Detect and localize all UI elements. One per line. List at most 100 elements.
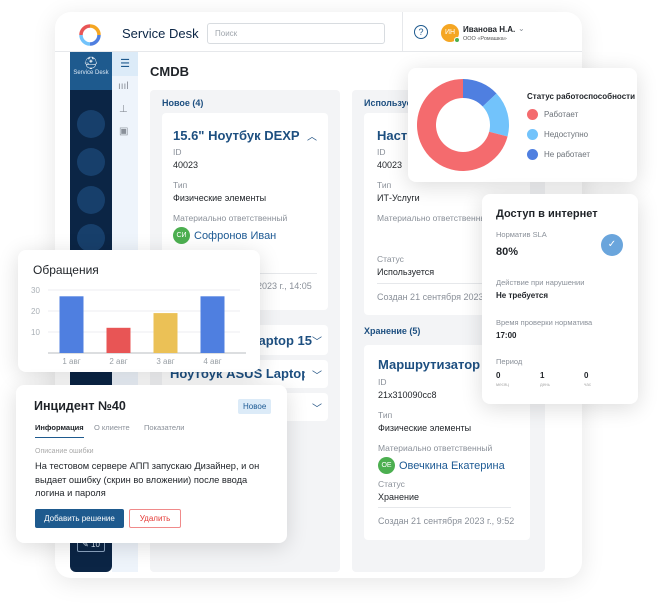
help-icon[interactable]: ? (414, 25, 428, 39)
sla-card: Доступ в интернет Норматив SLA 80% ✓ Дей… (482, 194, 638, 404)
sidebar-item[interactable] (77, 110, 105, 138)
status-card: Статус работоспособности Работает Недост… (408, 68, 637, 182)
page-title: CMDB (150, 64, 189, 79)
x-tick-label: 3 авг (156, 357, 174, 366)
period-label: Период (496, 357, 523, 366)
type-label: Тип (378, 410, 393, 420)
incident-title: Инцидент №40 (34, 399, 126, 413)
legend-swatch (527, 129, 538, 140)
column-header: Новое (4) (162, 98, 204, 108)
app-title: Service Desk (122, 26, 199, 41)
id-label: ID (173, 147, 182, 157)
x-tick-label: 1 авг (62, 357, 80, 366)
user-name[interactable]: Иванова Н.А. (463, 25, 516, 34)
bar (59, 296, 84, 353)
owner-link[interactable]: Овечкина Екатерина (399, 459, 505, 472)
status-value: Хранение (378, 492, 419, 502)
id-label: ID (377, 147, 386, 157)
period-unit: день (540, 382, 550, 387)
chevron-down-icon[interactable]: ﹀ (312, 404, 322, 415)
card-title: Маршрутизатор TP (378, 357, 501, 372)
hierarchy-icon[interactable]: ⊥ (119, 104, 128, 115)
type-label: Тип (377, 180, 392, 190)
bar (200, 296, 225, 353)
sidebar-item[interactable] (77, 148, 105, 176)
donut-chart (417, 79, 509, 171)
tab-client[interactable]: О клиенте (94, 423, 130, 432)
chart-title: Обращения (33, 263, 99, 277)
card-title: Laptop 15 (250, 333, 312, 348)
y-tick-label: 30 (31, 286, 40, 295)
incident-card: Инцидент №40 Новое Информация О клиенте … (16, 385, 287, 543)
owner-label: Материально ответственный (378, 443, 493, 453)
asset-card[interactable]: Маршрутизатор TP ID 21x310090cc8 Тип Физ… (364, 345, 530, 540)
sidebar-item[interactable] (77, 224, 105, 252)
donut-slice (463, 79, 497, 107)
search-input[interactable]: Поиск (207, 23, 385, 44)
legend-item: Работает (527, 109, 590, 120)
legend-label: Недоступно (544, 130, 589, 139)
period-hours: 0 (584, 371, 589, 380)
user-org: ООО «Ромашка» (463, 36, 507, 42)
column-header: Используется (364, 98, 427, 108)
header: Service Desk Поиск ? ИН Иванова Н.А. ⌄ О… (55, 12, 582, 52)
tab-info[interactable]: Информация (35, 423, 84, 438)
action-label: Действие при нарушении (496, 278, 585, 287)
sidebar-item-service-desk[interactable]: ⛑ Service Desk (70, 52, 112, 90)
sidebar-item[interactable] (77, 186, 105, 214)
column-header: Хранение (5) (364, 326, 421, 336)
status-label: Статус (378, 479, 405, 489)
owner-label: Материально ответственный (173, 213, 288, 223)
sidebar-item-label: Service Desk (73, 70, 109, 76)
card-title: Доступ в интернет (496, 208, 598, 220)
avatar: СИ (173, 227, 190, 245)
status-value: Используется (377, 267, 435, 277)
chart-title: Статус работоспособности (527, 92, 635, 101)
calendar-icon[interactable]: ▣ (119, 126, 129, 137)
description-text: На тестовом сервере АПП запускаю Дизайне… (35, 461, 260, 498)
chevron-up-icon[interactable]: ︿ (307, 132, 317, 143)
status-label: Статус (377, 254, 404, 264)
action-value: Не требуется (496, 291, 549, 300)
time-value: 17:00 (496, 331, 517, 340)
legend-label: Работает (544, 110, 579, 119)
delete-button[interactable]: Удалить (129, 509, 181, 528)
badge-count: 10 (91, 540, 100, 549)
sla-label: Норматив SLA (496, 230, 547, 239)
legend-item: Не работает (527, 149, 590, 160)
y-tick-label: 20 (31, 307, 40, 316)
chevron-down-icon[interactable]: ﹀ (312, 371, 322, 382)
analytics-icon[interactable]: ıııl (118, 81, 129, 92)
divider (402, 12, 403, 52)
period-days: 1 (540, 371, 545, 380)
id-label: ID (378, 377, 387, 387)
owner-link[interactable]: Софронов Иван (194, 229, 277, 242)
type-value: ИТ-Услуги (377, 193, 420, 203)
sla-value: 80% (496, 246, 519, 258)
add-solution-button[interactable]: Добавить решение (35, 509, 124, 528)
bar (106, 327, 131, 353)
check-icon: ✓ (601, 234, 623, 256)
list-icon[interactable]: ☰ (112, 52, 138, 76)
tab-metrics[interactable]: Показатели (144, 423, 185, 432)
legend-label: Не работает (544, 150, 591, 159)
id-value: 21x310090cc8 (378, 390, 437, 400)
avatar: ОЕ (378, 457, 395, 475)
legend-swatch (527, 109, 538, 120)
engineer-icon: ⛑ (83, 56, 99, 70)
period-months: 0 (496, 371, 501, 380)
type-value: Физические элементы (173, 193, 267, 203)
chevron-down-icon[interactable]: ⌄ (518, 24, 525, 33)
owner-label: Материально ответственный (377, 213, 492, 223)
x-tick-label: 4 авг (203, 357, 221, 366)
requests-chart-card: Обращения 10 20 30 1 авг 2 авг 3 авг 4 авг (18, 250, 260, 372)
bar-chart: 10 20 30 1 авг 2 авг 3 авг 4 авг (31, 286, 246, 366)
type-value: Физические элементы (378, 423, 472, 433)
chevron-down-icon[interactable]: ﹀ (312, 337, 322, 348)
donut-slice (482, 93, 509, 137)
legend-item: Недоступно (527, 129, 590, 140)
card-title: 15.6" Ноутбук DEXP (173, 128, 300, 143)
online-indicator (454, 37, 460, 43)
period-unit: час (584, 382, 592, 387)
legend-swatch (527, 149, 538, 160)
